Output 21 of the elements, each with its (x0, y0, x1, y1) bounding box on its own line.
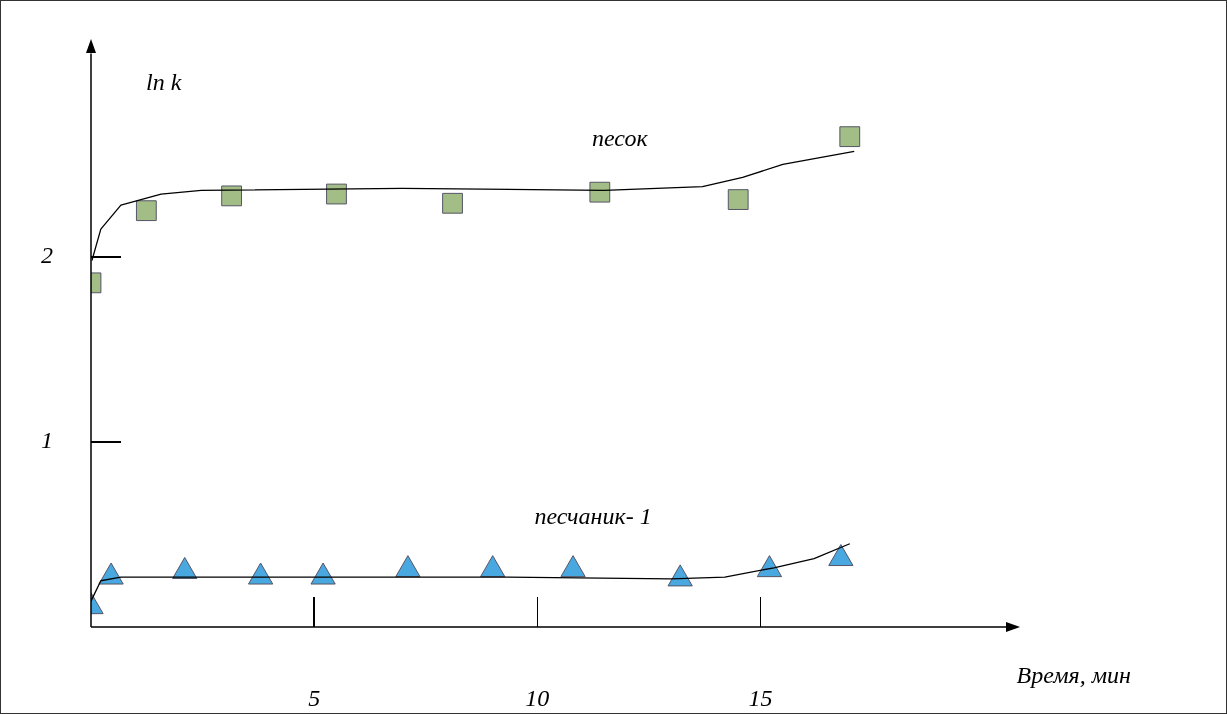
x-tick-label: 15 (748, 684, 773, 711)
y-axis-title: ln k (146, 68, 182, 95)
point (560, 555, 586, 578)
point (839, 126, 861, 148)
y-tick-label: 2 (41, 242, 53, 269)
point (756, 555, 783, 578)
y-tick-label: 1 (41, 427, 53, 454)
x-tick-label: 10 (525, 684, 550, 711)
point (828, 544, 854, 567)
point (589, 181, 611, 203)
series-label: песок (592, 125, 649, 152)
x-axis-title: Время, мин (1016, 662, 1132, 689)
point (442, 192, 463, 214)
point (135, 200, 157, 222)
series-label: песчаник- 1 (534, 502, 652, 529)
point (326, 183, 347, 205)
point (480, 555, 506, 578)
x-tick-label: 5 (308, 684, 321, 711)
point (395, 555, 421, 578)
point (727, 189, 749, 210)
point (667, 564, 693, 587)
